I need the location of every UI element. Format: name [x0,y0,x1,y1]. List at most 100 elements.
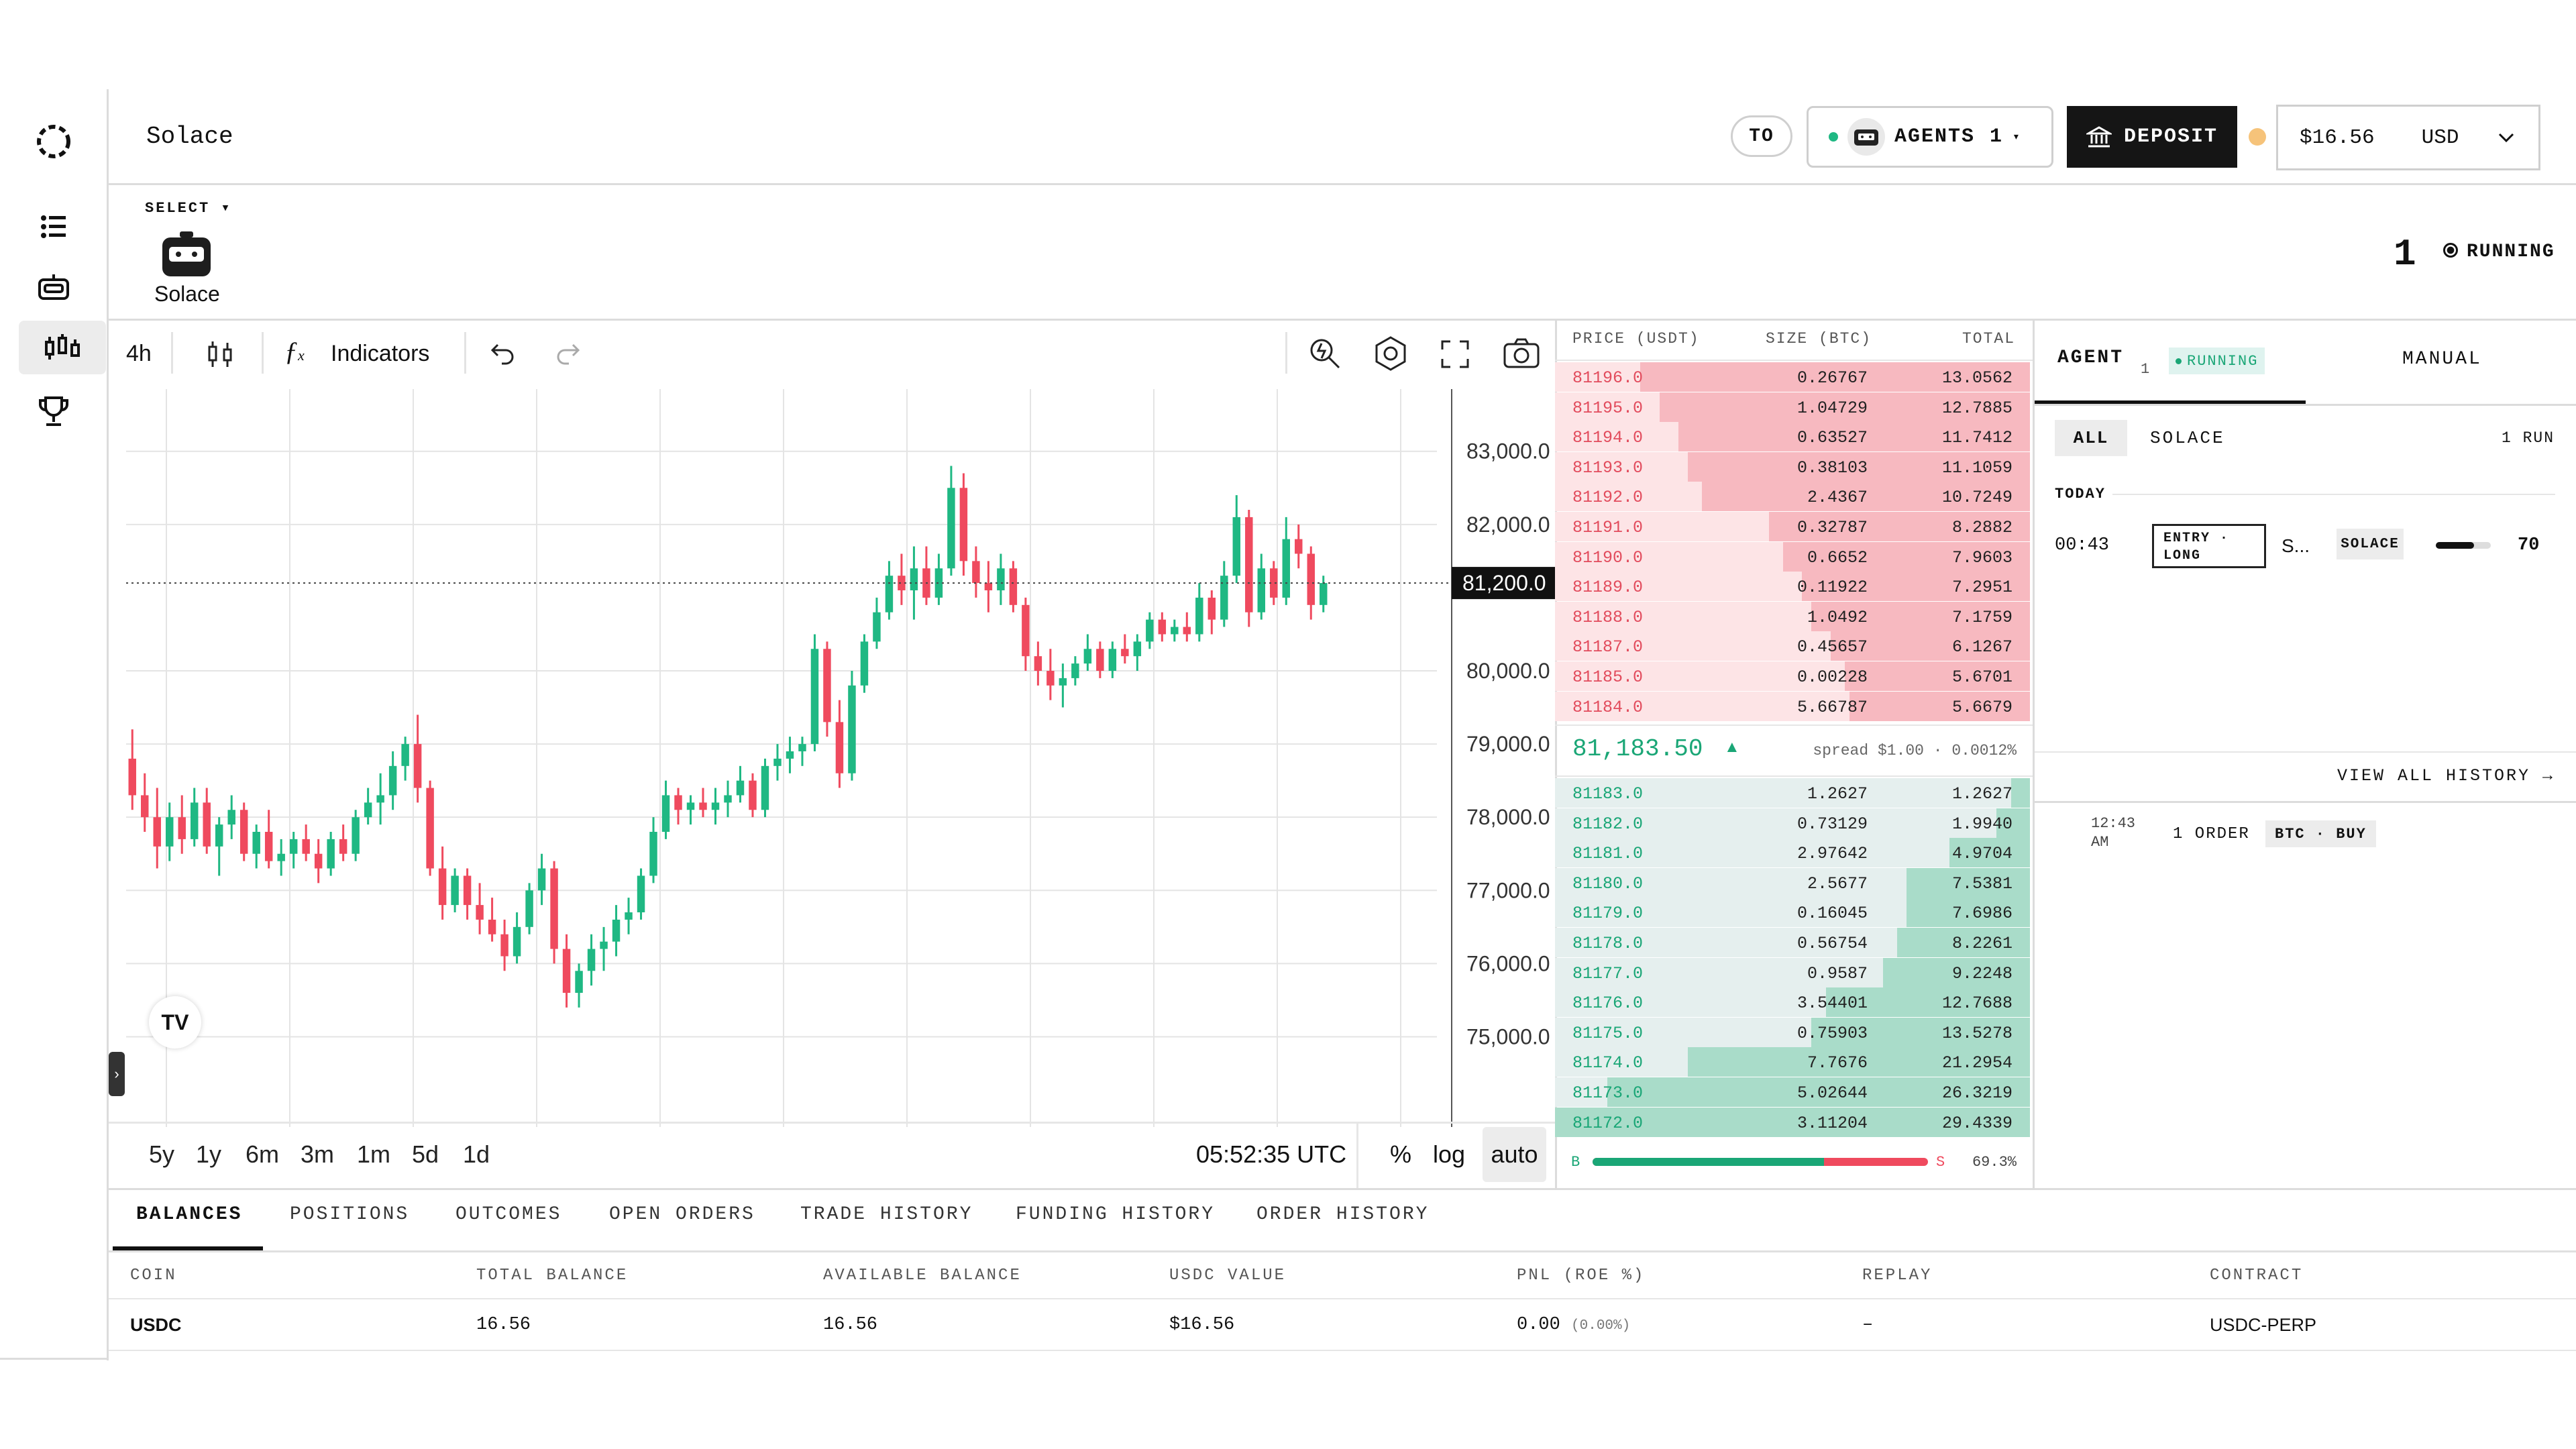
tab-positions[interactable]: POSITIONS [290,1204,410,1225]
bid-size: 3.54401 [1796,994,1868,1014]
depth-bar [1844,661,2030,691]
view-all-history-link[interactable]: VIEW ALL HISTORY → [2337,766,2555,786]
bid-row[interactable]: 81180.0 2.5677 7.5381 [1555,867,2030,898]
range-2-button[interactable]: 6m [246,1140,280,1168]
chart-svg[interactable]: 83,000.0 82,000.0 80,000.0 79,000.0 78,000.0… [109,389,1564,1127]
tab-open-orders[interactable]: OPEN ORDERS [609,1204,755,1225]
ask-row[interactable]: 81194.0 0.63527 11.7412 [1555,422,2030,452]
auto-toggle[interactable]: auto [1483,1127,1546,1182]
today-label: TODAY [2055,486,2106,502]
list-icon[interactable] [20,200,87,254]
candles-icon[interactable] [19,321,106,374]
ask-row[interactable]: 81191.0 0.32787 8.2882 [1555,512,2030,541]
bid-row[interactable]: 81172.0 3.11204 29.4339 [1555,1107,2030,1137]
depth-bar [1996,808,2030,838]
depth-bar [1782,541,2030,572]
ask-row[interactable]: 81184.0 5.66787 5.6679 [1555,691,2030,721]
tab-manual[interactable]: MANUAL [2402,349,2482,370]
bid-row[interactable]: 81173.0 5.02644 26.3219 [1555,1077,2030,1107]
bid-row[interactable]: 81176.0 3.54401 12.7688 [1555,987,2030,1018]
bid-row[interactable]: 81174.0 7.7676 21.2954 [1555,1047,2030,1077]
bid-row[interactable]: 81183.0 1.2627 1.2627 [1555,778,2030,808]
camera-icon[interactable] [1503,337,1540,373]
range-4-button[interactable]: 1m [357,1140,391,1168]
candle-body [1108,649,1117,671]
bid-row[interactable]: 81175.0 0.75903 13.5278 [1555,1017,2030,1047]
tab-outcomes[interactable]: OUTCOMES [455,1204,562,1225]
ask-row[interactable]: 81189.0 0.11922 7.2951 [1555,572,2030,602]
log-toggle[interactable]: log [1433,1140,1466,1168]
bid-row[interactable]: 81181.0 2.97642 4.9704 [1555,838,2030,868]
percent-toggle[interactable]: % [1390,1140,1412,1168]
settings-icon[interactable] [1373,335,1409,375]
candle-body [227,810,235,825]
tab-divider [2035,404,2576,406]
ask-price: 81189.0 [1572,578,1644,598]
entry-value: 70 [2518,535,2540,555]
candle-body [600,941,608,949]
ask-row[interactable]: 81190.0 0.6652 7.9603 [1555,541,2030,572]
bid-row[interactable]: 81177.0 0.9587 9.2248 [1555,957,2030,987]
candle-body [1171,627,1179,635]
ask-row[interactable]: 81185.0 0.00228 5.6701 [1555,661,2030,691]
tradingview-logo-icon[interactable]: TV [149,996,201,1049]
indicators-button[interactable]: Indicators [331,341,430,366]
range-3-button[interactable]: 3m [301,1140,335,1168]
tab-agent-label: AGENT [2057,347,2125,368]
bid-row[interactable]: 81178.0 0.56754 8.2261 [1555,928,2030,957]
candle-body [736,780,745,796]
order-tag[interactable]: BTC · BUY [2265,820,2376,847]
agent-panel-divider [2033,321,2035,1190]
bid-row[interactable]: 81179.0 0.16045 7.6986 [1555,898,2030,928]
bid-size: 7.7676 [1807,1053,1868,1073]
depth-bar [1659,392,2030,422]
candle-body [302,839,310,854]
range-0-button[interactable]: 5y [149,1140,175,1168]
balance-selector[interactable]: $16.56 USD [2276,105,2540,170]
candle-body [215,824,223,847]
price-chart[interactable]: 83,000.0 82,000.0 80,000.0 79,000.0 78,000.0… [109,389,1564,1127]
trophy-icon[interactable] [20,384,87,438]
redo-icon[interactable] [554,339,581,370]
robot-icon[interactable] [20,260,87,314]
ask-row[interactable]: 81196.0 0.26767 13.0562 [1555,362,2030,392]
deposit-button[interactable]: DEPOSIT [2067,106,2237,168]
expand-handle[interactable]: › [109,1052,125,1096]
filter-solace[interactable]: SOLACE [2150,428,2225,448]
active-tab-underline [113,1246,263,1250]
ask-price: 81185.0 [1572,667,1644,687]
depth-bar [1640,362,2030,392]
range-1-button[interactable]: 1y [196,1140,222,1168]
depth-bar [1882,957,2030,987]
tab-trade-history[interactable]: TRADE HISTORY [800,1204,973,1225]
zoom-icon[interactable] [1307,335,1343,375]
range-6-button[interactable]: 1d [463,1140,490,1168]
bid-row[interactable]: 81182.0 0.73129 1.9940 [1555,808,2030,838]
ask-row[interactable]: 81187.0 0.45657 6.1267 [1555,631,2030,661]
ask-row[interactable]: 81193.0 0.38103 11.1059 [1555,451,2030,482]
logo-icon[interactable] [20,115,87,168]
to-button[interactable]: TO [1731,115,1792,157]
agent-avatar-icon[interactable] [158,229,215,280]
fullscreen-icon[interactable] [1440,339,1470,373]
filter-all[interactable]: ALL [2055,420,2127,456]
interval-selector[interactable]: 4h [126,341,152,366]
function-icon[interactable]: ƒx [284,336,305,366]
select-dropdown[interactable]: SELECT ▾ [145,200,232,217]
tab-balances[interactable]: BALANCES [136,1204,243,1225]
candle-body [476,905,484,920]
undo-icon[interactable] [490,339,517,370]
agents-button[interactable]: AGENTS 1 ▾ [1807,106,2053,168]
tab-funding-history[interactable]: FUNDING HISTORY [1016,1204,1216,1225]
entry-tag[interactable]: ENTRY · LONG [2152,524,2266,568]
tab-agent[interactable]: AGENT 1 RUNNING [2035,321,2306,404]
order-count: 1 ORDER [2173,825,2250,843]
range-5-button[interactable]: 5d [412,1140,439,1168]
ask-row[interactable]: 81195.0 1.04729 12.7885 [1555,392,2030,422]
candle-type-icon[interactable] [205,339,235,373]
ask-row[interactable]: 81192.0 2.4367 10.7249 [1555,482,2030,512]
ask-row[interactable]: 81188.0 1.0492 7.1759 [1555,601,2030,631]
tab-order-history[interactable]: ORDER HISTORY [1256,1204,1430,1225]
candle-body [848,685,856,773]
asks-list: 81196.0 0.26767 13.0562 81195.0 1.04729 12.78… [1555,362,2033,724]
